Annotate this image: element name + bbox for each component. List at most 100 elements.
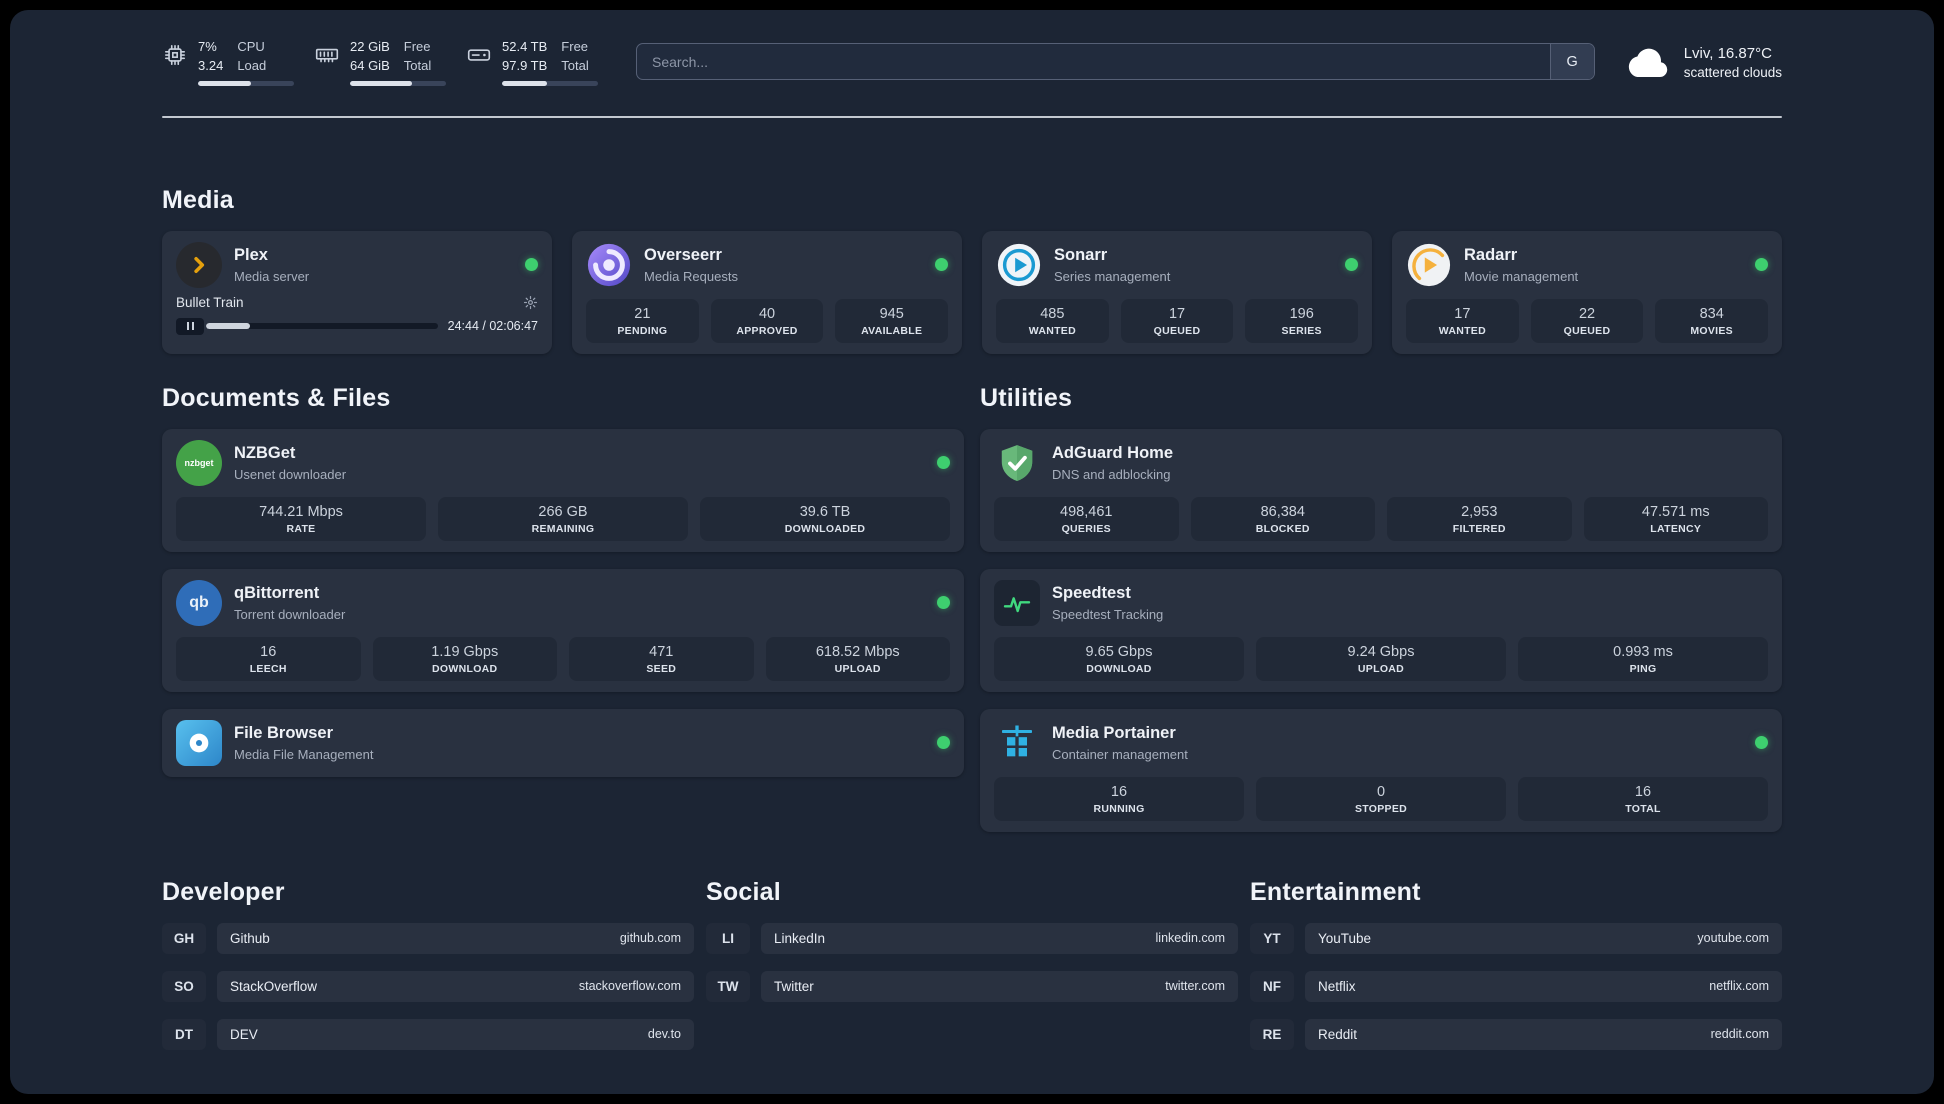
weather-widget[interactable]: Lviv, 16.87°C scattered clouds bbox=[1625, 43, 1782, 82]
stat-tile: 744.21 Mbps RATE bbox=[176, 496, 426, 541]
stat-tile: 9.65 Gbps DOWNLOAD bbox=[994, 636, 1244, 681]
stat-tile: 2,953 FILTERED bbox=[1387, 496, 1572, 541]
link-url: youtube.com bbox=[1697, 931, 1769, 946]
stat-tile: 471 SEED bbox=[569, 636, 754, 681]
link-youtube[interactable]: YouTube youtube.com bbox=[1305, 922, 1782, 954]
app-card-adguard[interactable]: AdGuard Home DNS and adblocking 498,461 … bbox=[980, 428, 1782, 552]
app-card-plex[interactable]: Plex Media server Bullet Train bbox=[162, 230, 552, 354]
stat-label: BLOCKED bbox=[1255, 522, 1310, 535]
stat-value: 21 bbox=[634, 305, 651, 322]
radarr-icon bbox=[1406, 242, 1452, 288]
app-subtitle: Torrent downloader bbox=[234, 606, 346, 622]
ram-icon bbox=[314, 42, 340, 68]
section-title-utilities: Utilities bbox=[980, 383, 1073, 412]
app-name: Radarr bbox=[1464, 245, 1518, 264]
section-title-social: Social bbox=[706, 877, 781, 906]
stat-value: 39.6 TB bbox=[799, 503, 851, 520]
app-card-overseerr[interactable]: Overseerr Media Requests 21 PENDING 40 A… bbox=[572, 230, 962, 354]
gear-icon[interactable] bbox=[523, 295, 538, 310]
stat-tile: 196 SERIES bbox=[1245, 298, 1359, 343]
stat-label: WANTED bbox=[1028, 324, 1076, 337]
stat-label: RATE bbox=[286, 522, 316, 535]
disk-free-value: 52.4 TB bbox=[502, 39, 548, 54]
link-stackoverflow[interactable]: StackOverflow stackoverflow.com bbox=[217, 970, 694, 1002]
stat-value: 834 bbox=[1699, 305, 1724, 322]
stat-tile: 17 QUEUED bbox=[1120, 298, 1234, 343]
app-name: Media Portainer bbox=[1052, 723, 1176, 742]
weather-location: Lviv, 16.87°C bbox=[1683, 44, 1772, 62]
link-reddit[interactable]: Reddit reddit.com bbox=[1305, 1018, 1782, 1050]
weather-condition: scattered clouds bbox=[1683, 64, 1782, 80]
app-name: Overseerr bbox=[644, 245, 722, 264]
cpu-chip-icon bbox=[162, 42, 188, 68]
stat-tile: 21 PENDING bbox=[586, 298, 699, 343]
memory-free-label: Free bbox=[403, 39, 431, 54]
stat-label: LEECH bbox=[249, 662, 287, 675]
link-row-netflix: NF Netflix netflix.com bbox=[1250, 970, 1782, 1002]
stat-tile: 47.571 ms LATENCY bbox=[1583, 496, 1768, 541]
app-card-speedtest[interactable]: Speedtest Speedtest Tracking 9.65 Gbps D… bbox=[980, 568, 1782, 692]
link-url: github.com bbox=[619, 931, 681, 946]
search-input[interactable] bbox=[637, 44, 1550, 80]
cpu-load-value: 3.24 bbox=[198, 57, 224, 73]
link-twitter[interactable]: Twitter twitter.com bbox=[761, 970, 1238, 1002]
disk-metric: 52.4 TB 97.9 TB Free Total bbox=[466, 38, 598, 86]
stat-label: PENDING bbox=[617, 324, 668, 337]
search-bar: G bbox=[636, 43, 1595, 81]
twitter-abbr-icon: TW bbox=[706, 970, 750, 1002]
stat-value: 744.21 Mbps bbox=[259, 503, 343, 520]
stat-label: DOWNLOAD bbox=[432, 662, 498, 675]
disk-free-label: Free bbox=[561, 39, 589, 54]
stat-tile: 498,461 QUERIES bbox=[994, 496, 1179, 541]
app-subtitle: Series management bbox=[1054, 268, 1171, 284]
app-name: Speedtest bbox=[1052, 583, 1131, 602]
section-title-media: Media bbox=[162, 185, 234, 214]
app-card-radarr[interactable]: Radarr Movie management 17 WANTED 22 QUE… bbox=[1392, 230, 1782, 354]
app-subtitle: Media Requests bbox=[644, 268, 738, 284]
stat-value: 9.24 Gbps bbox=[1347, 643, 1415, 660]
header-divider bbox=[162, 115, 1782, 118]
stat-label: QUEUED bbox=[1153, 324, 1201, 337]
stat-label: APPROVED bbox=[736, 324, 798, 337]
stat-label: SERIES bbox=[1281, 324, 1322, 337]
stat-tile: 16 TOTAL bbox=[1518, 776, 1768, 821]
app-card-nzbget[interactable]: nzbget NZBGet Usenet downloader 744.21 M… bbox=[162, 428, 964, 552]
app-card-filebrowser[interactable]: File Browser Media File Management bbox=[162, 708, 964, 777]
section-social: Social LI LinkedIn linkedin.com TW Twitt… bbox=[706, 878, 1238, 1067]
stat-value: 40 bbox=[758, 305, 776, 322]
memory-progress-bar bbox=[350, 80, 446, 86]
link-linkedin[interactable]: LinkedIn linkedin.com bbox=[761, 922, 1238, 954]
section-title-developer: Developer bbox=[162, 877, 285, 906]
filebrowser-icon bbox=[176, 719, 222, 766]
stat-tile: 0 STOPPED bbox=[1256, 776, 1506, 821]
stat-value: 498,461 bbox=[1060, 503, 1113, 520]
memory-metric: 22 GiB 64 GiB Free Total bbox=[314, 38, 446, 86]
status-dot-online bbox=[525, 258, 538, 272]
stat-tile: 266 GB REMAINING bbox=[438, 496, 688, 541]
section-documents: Documents & Files nzbget NZBGet Usenet d… bbox=[162, 384, 964, 832]
section-utilities: Utilities bbox=[980, 384, 1782, 832]
link-row-reddit: RE Reddit reddit.com bbox=[1250, 1018, 1782, 1050]
link-url: linkedin.com bbox=[1155, 931, 1225, 946]
hard-drive-icon bbox=[466, 42, 492, 68]
stat-value: 266 GB bbox=[538, 503, 588, 520]
sonarr-icon bbox=[996, 242, 1042, 288]
link-name: Netflix bbox=[1318, 978, 1356, 994]
stat-value: 86,384 bbox=[1260, 503, 1305, 520]
stat-value: 9.65 Gbps bbox=[1085, 643, 1153, 660]
link-github[interactable]: Github github.com bbox=[217, 922, 694, 954]
adguard-shield-icon bbox=[994, 440, 1040, 486]
app-card-sonarr[interactable]: Sonarr Series management 485 WANTED 17 Q… bbox=[982, 230, 1372, 354]
section-title-documents: Documents & Files bbox=[162, 383, 391, 412]
app-card-portainer[interactable]: Media Portainer Container management 16 … bbox=[980, 708, 1782, 832]
search-engine-button[interactable]: G bbox=[1549, 44, 1594, 80]
disk-progress-bar bbox=[502, 80, 598, 86]
portainer-crane-icon bbox=[994, 720, 1040, 766]
app-card-qbittorrent[interactable]: qb qBittorrent Torrent downloader 16 bbox=[162, 568, 964, 692]
pause-button[interactable] bbox=[176, 317, 204, 335]
link-dev[interactable]: DEV dev.to bbox=[217, 1018, 694, 1050]
playback-progress-track[interactable] bbox=[206, 323, 438, 330]
plex-icon bbox=[176, 241, 222, 288]
link-netflix[interactable]: Netflix netflix.com bbox=[1305, 970, 1782, 1002]
stat-label: PING bbox=[1629, 662, 1657, 675]
